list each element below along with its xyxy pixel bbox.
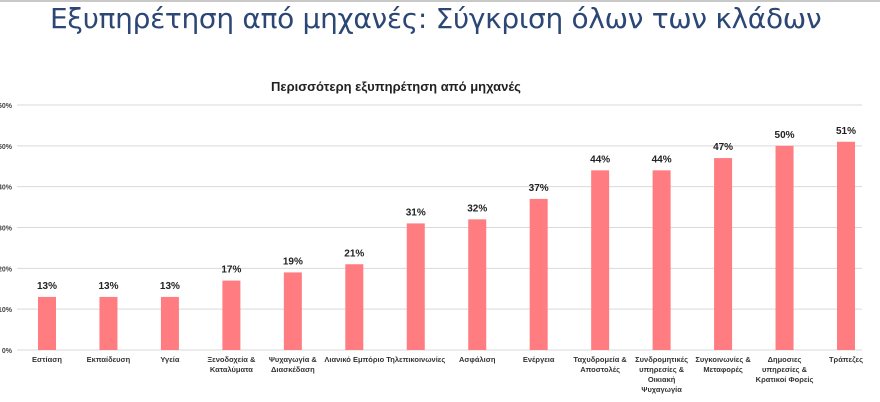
- x-tick-label: Τράπεζες: [829, 355, 863, 364]
- data-label: 47%: [713, 142, 733, 153]
- bar: [652, 170, 671, 350]
- data-label: 37%: [529, 183, 549, 194]
- x-tick-label: Μεταφορές: [703, 365, 743, 374]
- x-tick-label: Ξενοδοχεία &: [207, 355, 256, 364]
- y-tick-label: 60%: [0, 103, 13, 110]
- y-tick-label: 20%: [0, 266, 13, 273]
- x-tick-label: Λιανικό Εμπόριο: [324, 355, 384, 364]
- y-tick-label: 10%: [0, 307, 13, 314]
- x-tick-label: Ενέργεια: [523, 355, 555, 364]
- bar: [345, 264, 364, 350]
- bar: [406, 223, 425, 350]
- data-label: 19%: [283, 256, 303, 267]
- bar: [283, 272, 302, 350]
- x-tick-label: Εκπαίδευση: [87, 355, 131, 364]
- data-label: 13%: [98, 281, 118, 292]
- bar: [714, 158, 733, 350]
- data-label: 13%: [37, 281, 57, 292]
- bar: [775, 145, 794, 350]
- x-tick-label: Καταλύματα: [210, 365, 253, 374]
- data-label: 17%: [221, 265, 241, 276]
- y-tick-label: 50%: [0, 144, 13, 151]
- x-tick-label: Τηλεπικοινωνίες: [386, 355, 445, 364]
- x-tick-label: Ψυχαγωγία &: [269, 355, 318, 364]
- y-tick-label: 30%: [0, 226, 13, 233]
- data-label: 50%: [775, 130, 795, 141]
- data-label: 44%: [590, 154, 610, 165]
- data-label: 32%: [467, 203, 487, 214]
- x-tick-label: Εστίαση: [32, 355, 62, 364]
- y-tick-label: 40%: [0, 185, 13, 192]
- x-tick-label: Διασκέδαση: [271, 365, 315, 374]
- x-tick-label: Συγκοινωνίες &: [695, 355, 751, 364]
- x-tick-label: Αποστολές: [580, 365, 620, 374]
- bar: [160, 296, 179, 350]
- x-tick-label: Συνδρομητικές: [635, 355, 688, 364]
- data-label: 31%: [406, 207, 426, 218]
- x-tick-label: Ψυχαγωγία: [641, 385, 682, 394]
- bar: [38, 296, 56, 350]
- bar: [222, 280, 241, 350]
- x-tick-label: υπηρεσίες &: [639, 365, 685, 374]
- data-label: 13%: [160, 281, 180, 292]
- data-label: 21%: [344, 248, 364, 259]
- top-divider: [0, 0, 880, 2]
- y-tick-label: 0%: [2, 348, 13, 355]
- bar: [837, 141, 855, 350]
- bar: [529, 198, 548, 350]
- x-tick-label: Δημοσιες: [768, 355, 802, 364]
- bar: [591, 170, 610, 350]
- data-label: 51%: [836, 126, 856, 137]
- slide-title: Εξυπηρέτηση από μηχανές: Σύγκριση όλων τ…: [50, 2, 822, 35]
- bar: [99, 296, 118, 350]
- data-label: 44%: [652, 154, 672, 165]
- x-tick-label: Υγεία: [160, 355, 180, 364]
- x-tick-label: υπηρεσίες &: [762, 365, 808, 374]
- chart-title: Περισσότερη εξυπηρέτηση από μηχανές: [271, 79, 521, 94]
- x-tick-label: Κρατικοί Φορείς: [756, 375, 814, 384]
- x-tick-label: Ταχυδρομεία &: [573, 355, 627, 364]
- x-tick-label: Οικιακή: [648, 375, 676, 384]
- bar: [468, 219, 487, 350]
- x-tick-label: Ασφάλιση: [459, 355, 496, 364]
